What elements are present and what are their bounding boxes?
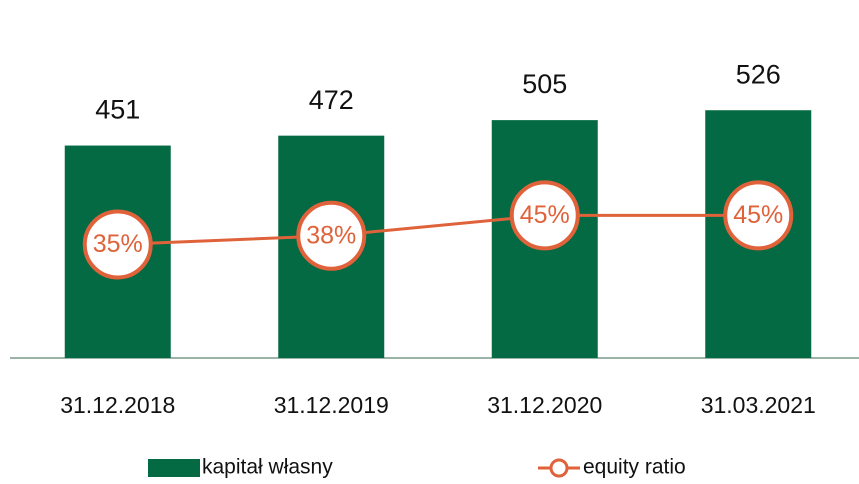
marker [509,180,580,251]
value-label: 45% [520,201,570,229]
marker [723,180,794,251]
legend-swatch [549,458,569,478]
x-tick-label: 31.12.2019 [274,392,389,418]
legend-label: equity ratio [583,456,686,479]
value-label: 45% [733,201,783,229]
x-tick-label: 31.03.2021 [701,392,816,418]
marker [296,200,367,271]
value-label: 472 [309,85,354,115]
line [117,213,759,246]
x-tick-label: 31.12.2020 [487,392,602,418]
legend-label: kapitał własny [202,456,333,479]
value-label: 38% [306,221,356,249]
value-label: 526 [736,59,781,89]
value-label: 35% [93,230,143,258]
value-label: 505 [522,69,567,99]
value-label: 451 [95,95,140,125]
marker [82,209,153,280]
x-tick-label: 31.12.2018 [60,392,175,418]
legend-swatch [148,459,200,477]
